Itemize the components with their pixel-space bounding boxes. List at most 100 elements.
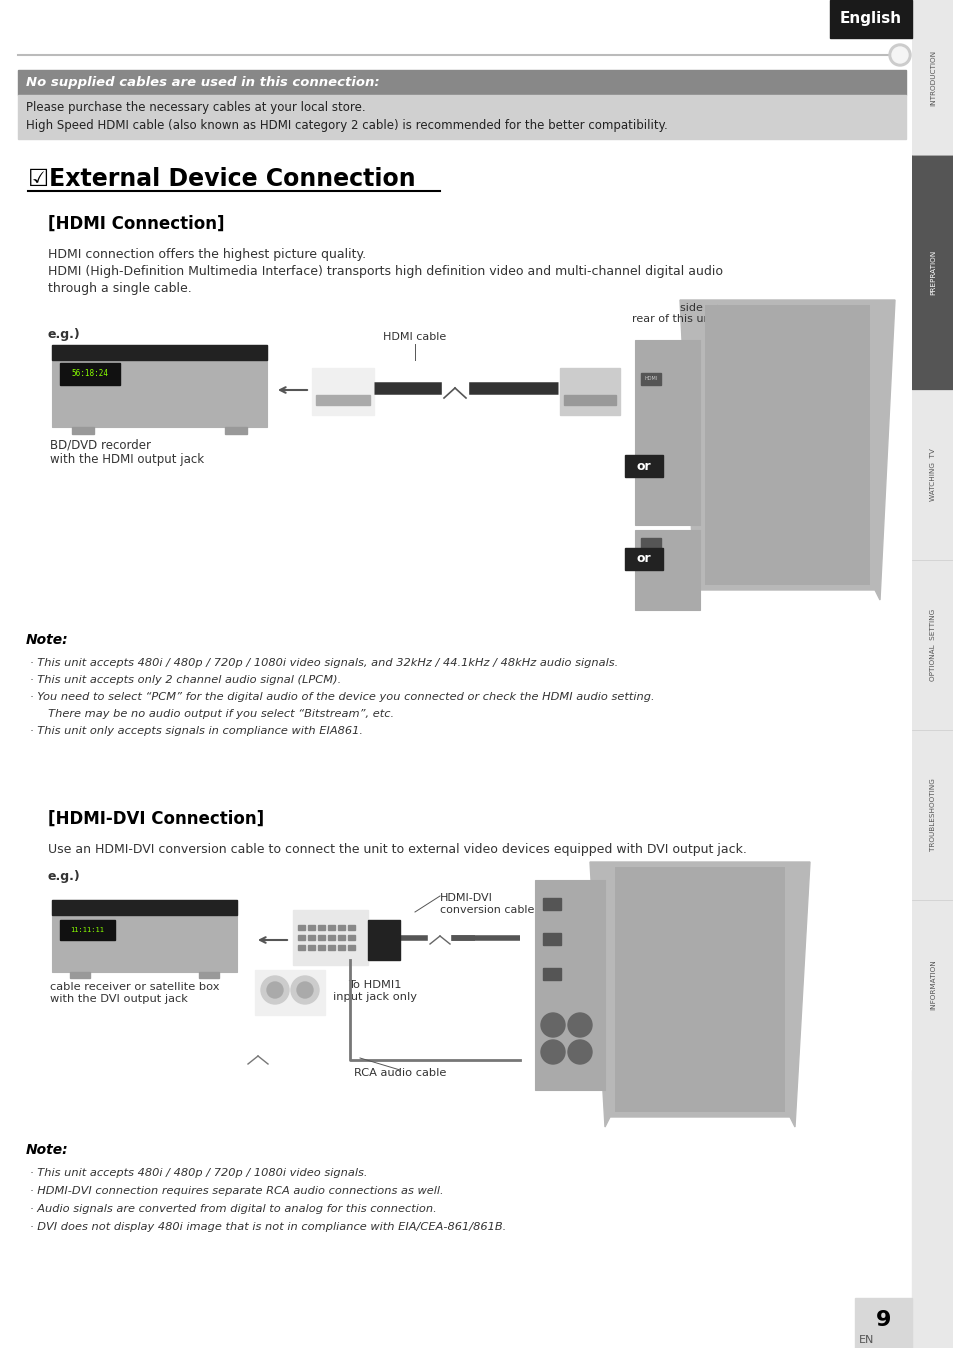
Bar [542, 898, 560, 910]
Text: PREPRATION: PREPRATION [929, 249, 935, 295]
Text: or: or [636, 460, 651, 473]
Circle shape [296, 981, 313, 998]
Text: HDMI (High-Definition Multimedia Interface) transports high definition video and: HDMI (High-Definition Multimedia Interfa… [48, 266, 722, 278]
Text: · This unit accepts 480i / 480p / 720p / 1080i video signals.: · This unit accepts 480i / 480p / 720p /… [30, 1167, 367, 1178]
Bar [559, 368, 619, 415]
Bar [308, 936, 314, 940]
Bar [199, 972, 219, 979]
Bar [297, 936, 305, 940]
Bar [315, 395, 370, 404]
Bar [624, 456, 662, 477]
Text: Note:: Note: [26, 634, 69, 647]
Text: · Audio signals are converted from digital to analog for this connection.: · Audio signals are converted from digit… [30, 1204, 436, 1215]
Bar [640, 538, 660, 550]
Bar [317, 936, 325, 940]
Text: conversion cable: conversion cable [439, 905, 534, 915]
Bar [18, 620, 905, 785]
Text: · HDMI-DVI connection requires separate RCA audio connections as well.: · HDMI-DVI connection requires separate … [30, 1186, 443, 1196]
Text: ☑External Device Connection: ☑External Device Connection [28, 167, 416, 191]
Text: No supplied cables are used in this connection:: No supplied cables are used in this conn… [26, 75, 379, 89]
Bar [52, 345, 267, 427]
Text: side or: side or [679, 303, 718, 313]
Bar [71, 427, 94, 434]
Bar [328, 925, 335, 930]
Text: HDMI cable: HDMI cable [383, 332, 446, 342]
Bar [635, 530, 700, 611]
Text: rear of this unit: rear of this unit [631, 314, 718, 324]
Bar [317, 945, 325, 950]
Polygon shape [589, 861, 809, 1127]
Bar [308, 925, 314, 930]
Circle shape [891, 47, 907, 63]
Bar [52, 900, 236, 972]
Circle shape [291, 976, 318, 1004]
Text: through a single cable.: through a single cable. [48, 282, 192, 295]
Bar [52, 345, 267, 360]
Bar [640, 373, 660, 386]
Bar [348, 925, 355, 930]
Text: RCA audio cable: RCA audio cable [354, 1068, 446, 1078]
Bar [911, 390, 953, 559]
Bar [312, 368, 374, 415]
Bar [337, 945, 345, 950]
Bar [640, 555, 660, 568]
Bar [18, 1130, 905, 1264]
Text: High Speed HDMI cable (also known as HDMI category 2 cable) is recommended for t: High Speed HDMI cable (also known as HDM… [26, 119, 667, 132]
Text: rear of this unit: rear of this unit [691, 882, 778, 892]
Text: e.g.): e.g.) [48, 328, 81, 341]
Bar [317, 925, 325, 930]
Bar [297, 925, 305, 930]
Bar [337, 925, 345, 930]
Text: HDMI: HDMI [643, 376, 657, 381]
Bar [70, 972, 90, 979]
Bar [60, 919, 115, 940]
Text: BD/DVD recorder
with the HDMI output jack: BD/DVD recorder with the HDMI output jac… [50, 438, 204, 466]
Bar [911, 559, 953, 731]
Bar [348, 936, 355, 940]
Text: OPTIONAL  SETTING: OPTIONAL SETTING [929, 609, 935, 681]
Bar [700, 301, 874, 590]
Bar [624, 549, 662, 570]
Circle shape [567, 1012, 592, 1037]
Bar [854, 1298, 911, 1348]
Text: Use an HDMI-DVI conversion cable to connect the unit to external video devices e: Use an HDMI-DVI conversion cable to conn… [48, 842, 746, 856]
Text: [HDMI Connection]: [HDMI Connection] [48, 214, 224, 233]
Circle shape [567, 1041, 592, 1064]
Bar [542, 968, 560, 980]
Circle shape [540, 1041, 564, 1064]
Bar [308, 945, 314, 950]
Text: WATCHING  TV: WATCHING TV [929, 449, 935, 501]
Text: Note:: Note: [26, 1143, 69, 1157]
Text: To HDMI1
input jack only: To HDMI1 input jack only [333, 980, 416, 1002]
Bar [911, 0, 953, 155]
Bar [829, 0, 911, 38]
Text: · This unit accepts 480i / 480p / 720p / 1080i video signals, and 32kHz / 44.1kH: · This unit accepts 480i / 480p / 720p /… [30, 658, 618, 669]
Text: or: or [636, 553, 651, 566]
Text: 11:11:11: 11:11:11 [70, 927, 104, 933]
Text: TROUBLESHOOTING: TROUBLESHOOTING [929, 779, 935, 852]
Text: · You need to select “PCM” for the digital audio of the device you connected or : · You need to select “PCM” for the digit… [30, 692, 654, 702]
Bar [254, 971, 325, 1015]
Text: English: English [839, 12, 902, 27]
Circle shape [267, 981, 283, 998]
Text: 9: 9 [876, 1310, 891, 1330]
Circle shape [261, 976, 289, 1004]
Text: · DVI does not display 480i image that is not in compliance with EIA/CEA-861/861: · DVI does not display 480i image that i… [30, 1223, 506, 1232]
Bar [704, 305, 869, 585]
Text: HDMI connection offers the highest picture quality.: HDMI connection offers the highest pictu… [48, 248, 366, 262]
Bar [52, 900, 236, 915]
Bar [441, 373, 468, 400]
Bar [18, 94, 905, 139]
Bar [293, 910, 368, 965]
Circle shape [888, 44, 910, 66]
Bar [911, 155, 953, 390]
Bar [535, 880, 604, 1091]
Circle shape [540, 1012, 564, 1037]
Bar [328, 936, 335, 940]
Bar [563, 395, 616, 404]
Text: EN: EN [859, 1335, 874, 1345]
Bar [337, 936, 345, 940]
Text: INFORMATION: INFORMATION [929, 960, 935, 1011]
Text: 56:18:24: 56:18:24 [71, 369, 109, 379]
Bar [18, 70, 905, 94]
